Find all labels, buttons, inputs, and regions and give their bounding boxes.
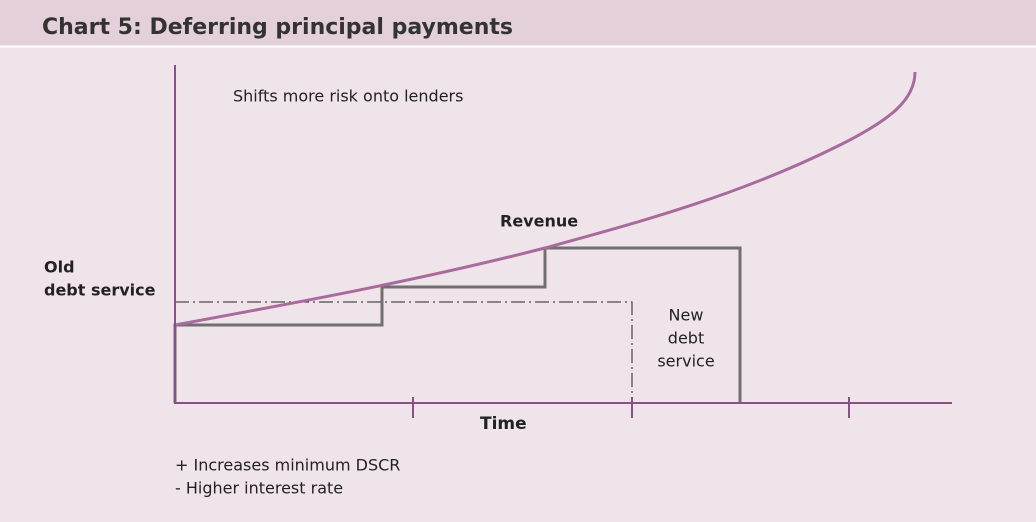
annotation: Shifts more risk onto lenders: [233, 87, 463, 106]
note: + Increases minimum DSCR: [175, 456, 400, 475]
title: Chart 5: Deferring principal payments: [42, 15, 513, 40]
note: - Higher interest rate: [175, 479, 343, 498]
revenue-curve: [174, 71, 917, 327]
new-debt-label: New: [669, 306, 704, 325]
new-debt-label: debt: [668, 329, 704, 348]
new-debt-label: service: [657, 352, 714, 371]
revenue-label: Revenue: [500, 212, 578, 231]
old-debt-line: [175, 301, 633, 403]
new-debt-step: [173, 246, 742, 403]
old-debt-label: debt service: [44, 281, 156, 300]
old-debt-label: Old: [44, 258, 75, 277]
title-bar: [0, 0, 1036, 46]
x-axis-label: Time: [480, 414, 527, 434]
